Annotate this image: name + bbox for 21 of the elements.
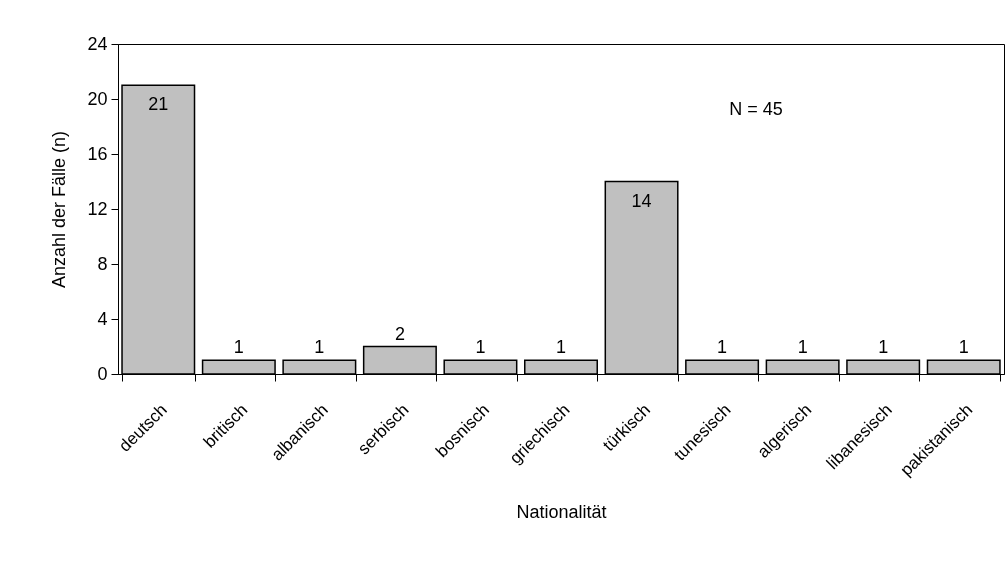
annotation: N = 45 (729, 99, 783, 119)
y-tick-label: 16 (87, 143, 108, 164)
x-axis-title: Nationalität (516, 501, 607, 522)
y-tick-label: 0 (97, 363, 108, 384)
y-tick-label: 4 (97, 308, 108, 329)
y-tick-label: 8 (97, 253, 108, 274)
y-tick-label: 20 (87, 88, 108, 109)
data-label: 2 (394, 323, 405, 344)
data-label: 1 (717, 337, 728, 358)
data-label: 1 (475, 337, 486, 358)
data-label: 1 (233, 337, 244, 358)
y-tick-label: 24 (87, 33, 108, 54)
data-label: 1 (555, 337, 567, 358)
data-label: 14 (631, 190, 652, 211)
data-label: 21 (148, 94, 169, 115)
data-label: 1 (797, 337, 808, 358)
y-tick-label: 12 (87, 198, 108, 219)
y-axis-title: Anzahl der Fälle (n) (49, 130, 70, 289)
data-label: 1 (958, 337, 969, 358)
data-label: 1 (878, 337, 889, 358)
data-label: 1 (314, 337, 325, 358)
